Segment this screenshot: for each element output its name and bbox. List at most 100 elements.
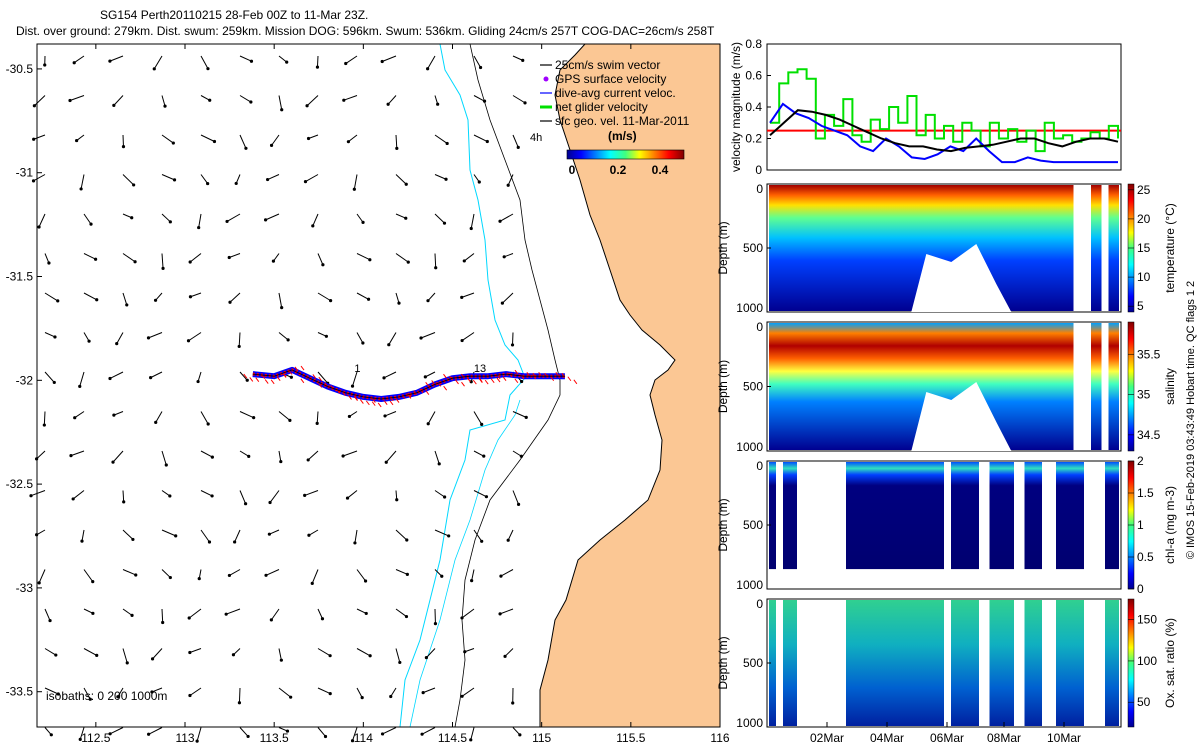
arrow-head [518, 733, 522, 737]
colorbar-tick-label: 0.2 [610, 163, 627, 177]
arrow-head [480, 422, 484, 426]
velocity-arrow [44, 687, 59, 695]
arrow-head [469, 226, 473, 231]
arrow-head [361, 220, 365, 224]
velocity-arrow [109, 727, 124, 735]
arrow-head [380, 732, 385, 736]
velocity-y-tick-label: 0 [755, 163, 762, 177]
arrow-head [95, 653, 99, 658]
y-tick-label: -33.5 [6, 685, 34, 699]
velocity-arrow [512, 727, 521, 736]
map-axis-ticks: 112.5 113 113.5 114 114.5 115 115.5 116-30.5-31… [6, 44, 730, 745]
velocity-arrow [395, 174, 407, 185]
arrow-head [346, 140, 351, 144]
arrow-head [426, 299, 430, 303]
legend-label: sfc geo. vel. 11-Mar-2011 [555, 114, 690, 128]
heatmap-data-block [1108, 323, 1119, 450]
track-tick [555, 372, 560, 377]
heatmap-y-tick-label: 0 [756, 597, 763, 611]
velocity-arrow [200, 95, 210, 101]
arrow-head [225, 219, 229, 224]
velocity-arrow [317, 292, 331, 302]
y-tick-label: -33 [16, 581, 34, 595]
track-label: 13 [474, 363, 486, 375]
velocity-arrow [189, 687, 202, 696]
time-tick-label: 10Mar [1047, 731, 1081, 745]
velocity-arrow [200, 529, 210, 543]
track-tick [478, 377, 483, 383]
arrow-head [482, 454, 486, 458]
arrow-head [271, 259, 276, 263]
heatmap-data-block [783, 462, 797, 570]
arrow-head [53, 335, 57, 339]
velocity-arrow [34, 95, 46, 107]
arrow-head [147, 732, 151, 736]
arrow-head [224, 612, 228, 616]
arrow-head [341, 454, 345, 458]
arrow-head [503, 654, 507, 658]
arrow-head [171, 141, 175, 145]
arrow-head [306, 458, 310, 462]
arrow-head [212, 139, 217, 144]
velocity-arrow [311, 569, 319, 584]
isobath-1000m [409, 399, 521, 727]
arrow-head [263, 218, 268, 222]
velocity-arrow [434, 213, 445, 224]
heatmap-y-label: Depth (m) [716, 360, 730, 413]
velocity-arrow [387, 95, 397, 105]
velocity-arrow [353, 174, 358, 190]
arrow-head [462, 259, 466, 263]
arrow-head [249, 59, 254, 63]
colorbar-tick-label: 0 [1137, 582, 1144, 596]
arrow-head [426, 422, 430, 426]
arrow-head [227, 255, 231, 260]
arrow-head [485, 139, 489, 144]
land-mass [539, 44, 720, 727]
track-tick [365, 400, 370, 406]
arrow-head [49, 733, 53, 737]
arrow-head [37, 225, 41, 229]
arrow-head [405, 572, 409, 576]
arrow-head [280, 306, 284, 310]
arrow-head [125, 661, 129, 665]
velocity-arrow [81, 529, 85, 542]
heatmap-y-tick-label: 1000 [736, 301, 763, 315]
arrow-head [237, 701, 242, 705]
arrow-head [89, 222, 93, 226]
velocity-arrow [238, 332, 241, 347]
x-tick-label: 113.5 [260, 731, 289, 745]
track-tick [312, 374, 317, 379]
arrow-head [368, 258, 372, 262]
velocity-arrow [473, 411, 483, 425]
arrow-head [395, 498, 399, 502]
arrow-head [368, 654, 372, 658]
velocity-arrow [161, 95, 166, 107]
velocity-arrow [317, 648, 331, 657]
colorbar-tick-label: 50 [1137, 695, 1151, 709]
velocity-arrow [463, 253, 475, 262]
velocity-arrow [235, 174, 241, 184]
track-tick [502, 376, 507, 381]
velocity-arrow [388, 332, 397, 345]
arrow-head [146, 336, 151, 340]
velocity-arrow [278, 95, 283, 110]
track-tick [395, 398, 400, 403]
velocity-arrow [43, 411, 46, 426]
heatmap-data-block [783, 600, 797, 726]
heatmap-y-tick-label: 1000 [736, 578, 763, 592]
velocity-arrow [148, 727, 163, 735]
velocity-arrow [434, 174, 447, 180]
y-tick-label: -32.5 [6, 477, 34, 491]
arrow-head [249, 100, 253, 104]
arrow-head [121, 145, 126, 149]
velocity-arrow [345, 55, 358, 64]
arrow-head [524, 415, 528, 419]
velocity-arrow [200, 134, 215, 142]
arrow-head [303, 493, 307, 498]
velocity-arrow [426, 648, 436, 658]
velocity-arrow [196, 727, 202, 742]
isobath-0m [454, 44, 561, 727]
track-tick [294, 366, 299, 372]
heatmap-data-block [1108, 185, 1119, 311]
velocity-arrow [122, 569, 136, 576]
